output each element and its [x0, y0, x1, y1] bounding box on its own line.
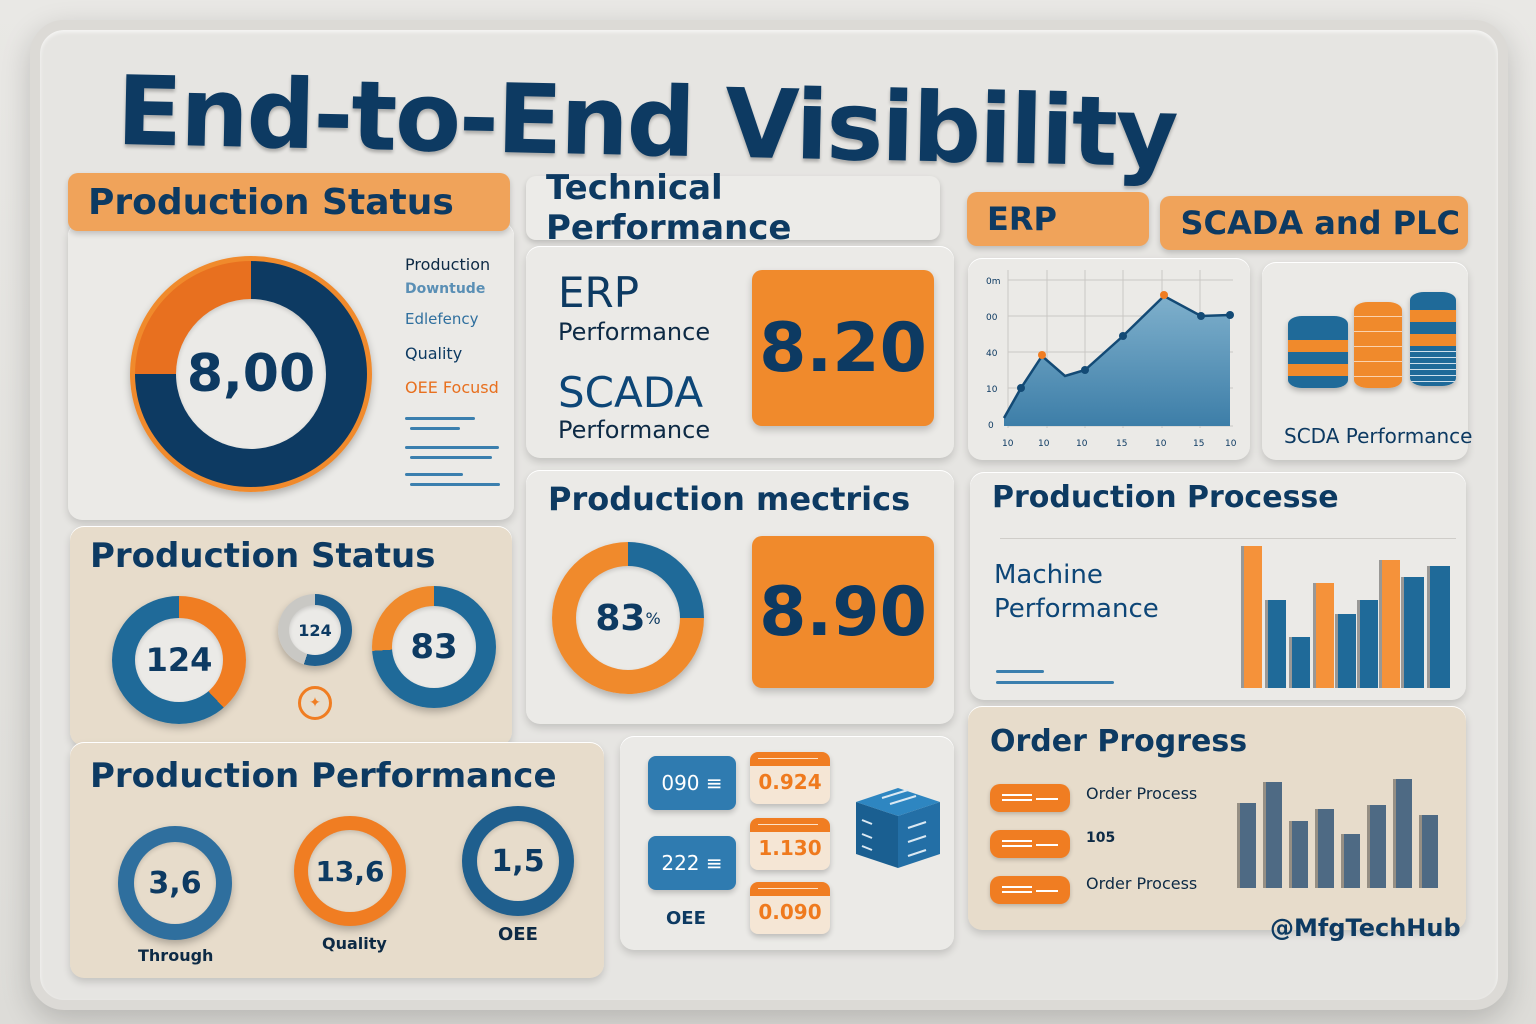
database-icon [1288, 316, 1348, 388]
bar [1344, 833, 1360, 888]
legend-line [405, 473, 463, 476]
value-chip-0924[interactable]: 0.924 [750, 752, 830, 804]
bar [1338, 614, 1356, 688]
bar [1244, 546, 1262, 688]
status-ring-83: 83 [372, 586, 496, 708]
database-icon [1410, 292, 1456, 386]
bar [1266, 781, 1282, 888]
order-progress-title: Order Progress [990, 724, 1248, 759]
divider [1000, 538, 1456, 539]
bar [1292, 820, 1308, 888]
technical-performance-tag[interactable]: Technical Performance [526, 168, 940, 248]
bar [1316, 582, 1334, 688]
legend-line [405, 417, 475, 420]
order-item-3: Order Process [1086, 874, 1198, 893]
erp-area-chart: 0m 00 40 10 0 10 10 10 15 10 15 10 [986, 270, 1237, 449]
quality-ring: 13,6 [294, 816, 406, 926]
database-icon [1354, 302, 1402, 388]
production-metrics-value: 8.90 [752, 536, 934, 688]
legend-line [410, 427, 460, 430]
progress-line [996, 670, 1044, 673]
order-pill[interactable] [990, 784, 1070, 812]
legend-line [405, 446, 499, 449]
order-pill[interactable] [990, 876, 1070, 904]
donut-unit: % [645, 608, 661, 628]
production-performance-title: Production Performance [90, 756, 557, 796]
legend-oee-focus: OEE Focusd [405, 378, 499, 397]
performance-label: Performance [994, 594, 1159, 624]
bar [1430, 565, 1450, 688]
erp-label: ERP [558, 268, 640, 317]
svg-text:10: 10 [1155, 439, 1167, 449]
erp-tag[interactable]: ERP [967, 192, 1149, 246]
value-chip-090[interactable]: 090 ≡ [648, 756, 736, 810]
technical-performance-value: 8.20 [752, 270, 934, 426]
scada-plc-tag[interactable]: SCADA and PLC [1160, 196, 1468, 250]
order-pill[interactable] [990, 830, 1070, 858]
pin-icon[interactable]: ✦ [298, 686, 332, 720]
order-progress-bar-chart [1240, 770, 1450, 888]
svg-text:10: 10 [986, 385, 998, 395]
quality-label: Quality [322, 934, 387, 953]
production-status-gauge: 8,00 [130, 256, 372, 492]
status-ring-124: 124 [112, 596, 246, 724]
bar [1396, 779, 1412, 888]
machine-performance-bar-chart [1244, 546, 1454, 688]
bar [1360, 599, 1378, 688]
value-chip-222[interactable]: 222 ≡ [648, 836, 736, 890]
production-processe-title: Production Processe [992, 480, 1339, 515]
legend-efficiency: Edlefency [405, 310, 479, 328]
footer-handle: @MfgTechHub [1270, 914, 1461, 942]
svg-text:10: 10 [1038, 439, 1050, 449]
bar [1292, 636, 1310, 688]
bar [1370, 805, 1386, 888]
legend-quality: Quality [405, 344, 463, 363]
bar [1268, 599, 1286, 688]
donut-value: 83 [595, 597, 646, 639]
production-status-tag[interactable]: Production Status [68, 173, 510, 231]
bar [1422, 814, 1438, 888]
production-metrics-title: Production mectrics [548, 480, 911, 518]
svg-text:40: 40 [986, 349, 998, 359]
svg-text:10: 10 [1225, 439, 1237, 449]
gauge-value: 8,00 [176, 299, 326, 449]
scada-performance-caption: SCDA Performance [1284, 424, 1473, 448]
status-ring-small-124: 124 [278, 594, 352, 666]
svg-text:10: 10 [1002, 439, 1014, 449]
order-item-2: 105 [1086, 830, 1116, 846]
value-chip-0090[interactable]: 0.090 [750, 882, 830, 934]
bar [1404, 577, 1424, 688]
progress-line [996, 681, 1114, 684]
oee-panel-label: OEE [666, 908, 706, 929]
legend-line [410, 456, 492, 459]
bar [1318, 808, 1334, 888]
legend-downtime: Downtude [405, 281, 486, 297]
legend-line [410, 483, 500, 486]
legend-production: Production [405, 255, 491, 274]
svg-text:15: 15 [1193, 439, 1204, 449]
oee-label: OEE [498, 924, 538, 945]
svg-text:15: 15 [1116, 439, 1127, 449]
scada-label: SCADA [558, 368, 704, 417]
machine-label: Machine [994, 560, 1103, 590]
svg-text:10: 10 [1076, 439, 1088, 449]
oee-ring: 1,5 [462, 806, 574, 916]
order-item-1: Order Process [1086, 784, 1198, 803]
production-status-mid-title: Production Status [90, 536, 436, 576]
erp-sub-label: Performance [558, 318, 711, 346]
bar [1382, 560, 1400, 688]
svg-text:00: 00 [986, 313, 998, 323]
server-cube-icon [856, 788, 940, 868]
scada-sub-label: Performance [558, 416, 711, 444]
svg-text:0m: 0m [986, 277, 1001, 287]
value-chip-1130[interactable]: 1.130 [750, 818, 830, 870]
metrics-donut: 83% [552, 542, 704, 694]
throughput-label: Through [138, 946, 214, 965]
bar [1240, 803, 1256, 888]
svg-text:0: 0 [988, 421, 994, 431]
throughput-ring: 3,6 [118, 826, 232, 940]
